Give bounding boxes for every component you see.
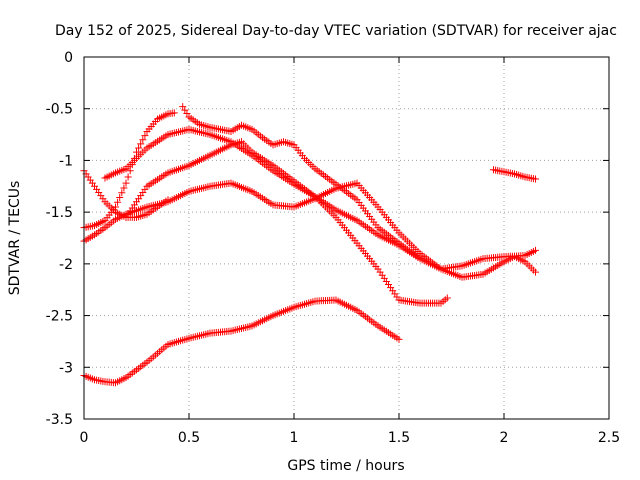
data-point [116, 193, 124, 201]
series-arc-2 [80, 109, 178, 232]
y-tick-label: -0.5 [46, 102, 73, 118]
data-point [532, 246, 539, 254]
data-point [170, 109, 178, 117]
x-tick-label: 1.5 [388, 430, 410, 446]
data-point [141, 132, 149, 140]
series-arc-7 [122, 138, 424, 263]
series-arc-8 [490, 166, 539, 183]
y-tick-label: -3 [59, 360, 73, 376]
y-tick-label: 0 [64, 50, 73, 66]
y-tick-label: -2.5 [46, 309, 73, 325]
x-tick-label: 2.5 [598, 430, 620, 446]
x-tick-labels: 0 0.5 1 1.5 2 2.5 [80, 430, 621, 446]
data-point [532, 268, 539, 276]
data-point [133, 148, 140, 156]
y-tick-label: -1 [59, 153, 73, 169]
x-axis-label: GPS time / hours [287, 458, 404, 474]
y-tick-label: -2 [59, 257, 73, 273]
x-tick-label: 0 [80, 430, 89, 446]
y-tick-label: -1.5 [46, 205, 73, 221]
data-point [395, 335, 403, 343]
plot-frame [83, 56, 610, 420]
data-point [118, 189, 126, 197]
data-point [532, 175, 539, 183]
data-point [137, 140, 145, 148]
data-point [112, 203, 119, 211]
data-point [139, 136, 147, 144]
data-points [80, 103, 539, 387]
data-point [120, 184, 128, 192]
data-point [124, 173, 132, 181]
x-tick-label: 0.5 [178, 430, 200, 446]
data-point [416, 255, 424, 263]
data-point [135, 144, 143, 152]
y-tick-label: -3.5 [46, 412, 73, 428]
y-tick-labels: 0 -0.5 -1 -1.5 -2 -2.5 -3 -3.5 [46, 50, 73, 428]
grid-lines [84, 57, 609, 419]
series-arc-5 [80, 296, 403, 387]
series-arc-4 [101, 125, 451, 307]
axis-ticks [83, 56, 610, 420]
data-point [114, 198, 122, 206]
x-tick-label: 2 [500, 430, 509, 446]
y-axis-label: SDTVAR / TECUs [7, 181, 23, 296]
chart-title: Day 152 of 2025, Sidereal Day-to-day VTE… [55, 23, 617, 39]
x-tick-label: 1 [290, 430, 299, 446]
data-point [122, 179, 130, 187]
data-point [443, 294, 451, 302]
data-point [126, 167, 134, 175]
